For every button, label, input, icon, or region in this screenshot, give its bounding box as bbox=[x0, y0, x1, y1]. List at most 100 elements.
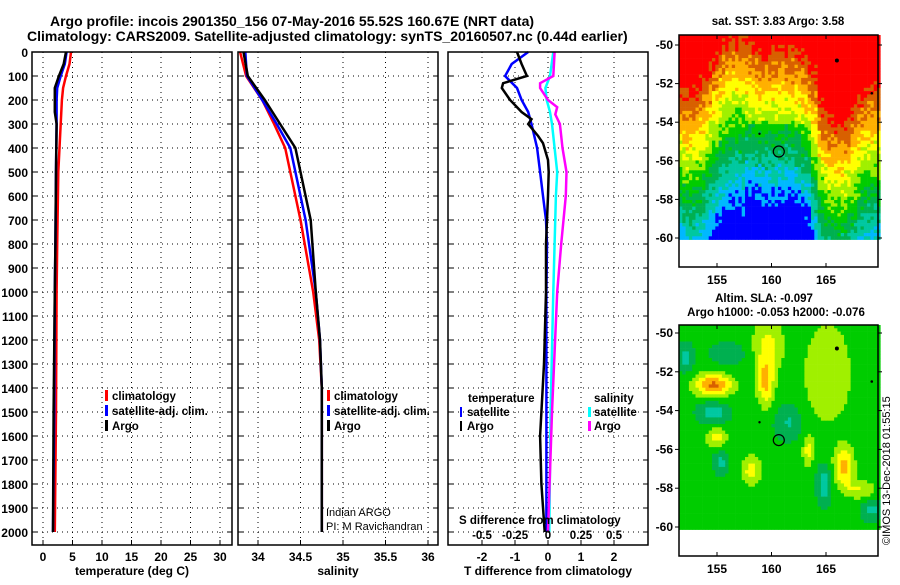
map-cell bbox=[775, 338, 779, 342]
map-cell bbox=[709, 134, 713, 138]
map-cell bbox=[781, 98, 785, 102]
map-cell bbox=[738, 217, 742, 221]
map-cell bbox=[824, 160, 828, 164]
map-cell bbox=[867, 213, 871, 217]
map-cell bbox=[804, 124, 808, 128]
map-cell bbox=[867, 167, 871, 171]
map-cell bbox=[837, 65, 841, 69]
map-cell bbox=[795, 170, 799, 174]
map-cell bbox=[732, 147, 736, 151]
map-cell bbox=[811, 167, 815, 171]
map-cell bbox=[841, 121, 845, 125]
map-cell bbox=[768, 52, 772, 56]
map-cell bbox=[785, 147, 789, 151]
map-cell bbox=[752, 365, 756, 369]
map-cell bbox=[705, 160, 709, 164]
map-cell bbox=[692, 98, 696, 102]
map-cell bbox=[804, 332, 808, 336]
map-cell bbox=[696, 160, 700, 164]
map-cell bbox=[824, 342, 828, 346]
map-cell bbox=[745, 338, 749, 342]
map-cell bbox=[798, 164, 802, 168]
map-cell bbox=[814, 42, 818, 46]
map-cell bbox=[702, 207, 706, 211]
map-cell bbox=[748, 114, 752, 118]
map-cell bbox=[824, 147, 828, 151]
map-cell bbox=[837, 164, 841, 168]
map-cell bbox=[788, 42, 792, 46]
map-cell bbox=[821, 48, 825, 52]
map-cell bbox=[738, 236, 742, 240]
map-cell bbox=[874, 45, 878, 49]
map-cell bbox=[768, 61, 772, 65]
map-cell bbox=[682, 213, 686, 217]
map-cell bbox=[857, 75, 861, 79]
map-cell bbox=[778, 210, 782, 214]
map-cell bbox=[725, 233, 729, 237]
map-cell bbox=[857, 365, 861, 369]
map-cell bbox=[788, 203, 792, 207]
map-cell bbox=[778, 180, 782, 184]
map-cell bbox=[798, 180, 802, 184]
map-cell bbox=[811, 351, 815, 355]
map-cell bbox=[719, 111, 723, 115]
map-cell bbox=[745, 184, 749, 188]
map-cell bbox=[762, 164, 766, 168]
map-cell bbox=[870, 61, 874, 65]
map-cell bbox=[682, 177, 686, 181]
map-cell bbox=[870, 236, 874, 240]
map-cell bbox=[795, 65, 799, 69]
map-cell bbox=[755, 348, 759, 352]
map-cell bbox=[824, 88, 828, 92]
map-cell bbox=[841, 213, 845, 217]
map-cell bbox=[811, 187, 815, 191]
map-cell bbox=[738, 38, 742, 42]
map-cell bbox=[870, 114, 874, 118]
map-cell bbox=[824, 164, 828, 168]
map-cell bbox=[857, 104, 861, 108]
map-cell bbox=[821, 328, 825, 332]
map-cell bbox=[732, 88, 736, 92]
map-cell bbox=[709, 141, 713, 145]
map-cell bbox=[795, 190, 799, 194]
map-cell bbox=[867, 207, 871, 211]
map-cell bbox=[771, 94, 775, 98]
map-cell bbox=[725, 348, 729, 352]
map-cell bbox=[834, 355, 838, 359]
map-cell bbox=[834, 85, 838, 89]
map-cell bbox=[847, 52, 851, 56]
map-cell bbox=[828, 351, 832, 355]
map-cell bbox=[804, 157, 808, 161]
map-cell bbox=[851, 213, 855, 217]
map-cell bbox=[854, 61, 858, 65]
map-cell bbox=[861, 68, 865, 72]
map-cell bbox=[712, 154, 716, 158]
map-cell bbox=[857, 200, 861, 204]
map-cell bbox=[709, 104, 713, 108]
map-cell bbox=[699, 361, 703, 365]
map-cell bbox=[851, 220, 855, 224]
map-cell bbox=[857, 220, 861, 224]
map-cell bbox=[735, 365, 739, 369]
map-cell bbox=[762, 233, 766, 237]
map-cell bbox=[732, 233, 736, 237]
map-cell bbox=[712, 88, 716, 92]
map-cell bbox=[821, 98, 825, 102]
map-cell bbox=[696, 174, 700, 178]
map-cell bbox=[870, 351, 874, 355]
map-cell bbox=[765, 58, 769, 62]
map-cell bbox=[745, 223, 749, 227]
map-cell bbox=[742, 48, 746, 52]
map-cell bbox=[841, 177, 845, 181]
map-cell bbox=[686, 160, 690, 164]
map-cell bbox=[854, 193, 858, 197]
map-cell bbox=[705, 200, 709, 204]
map-cell bbox=[808, 111, 812, 115]
map-cell bbox=[841, 157, 845, 161]
map-cell bbox=[765, 226, 769, 230]
x-tick-label: 20 bbox=[154, 550, 168, 564]
map-cell bbox=[755, 335, 759, 339]
map-cell bbox=[818, 177, 822, 181]
map-cell bbox=[785, 58, 789, 62]
map-cell bbox=[752, 118, 756, 122]
